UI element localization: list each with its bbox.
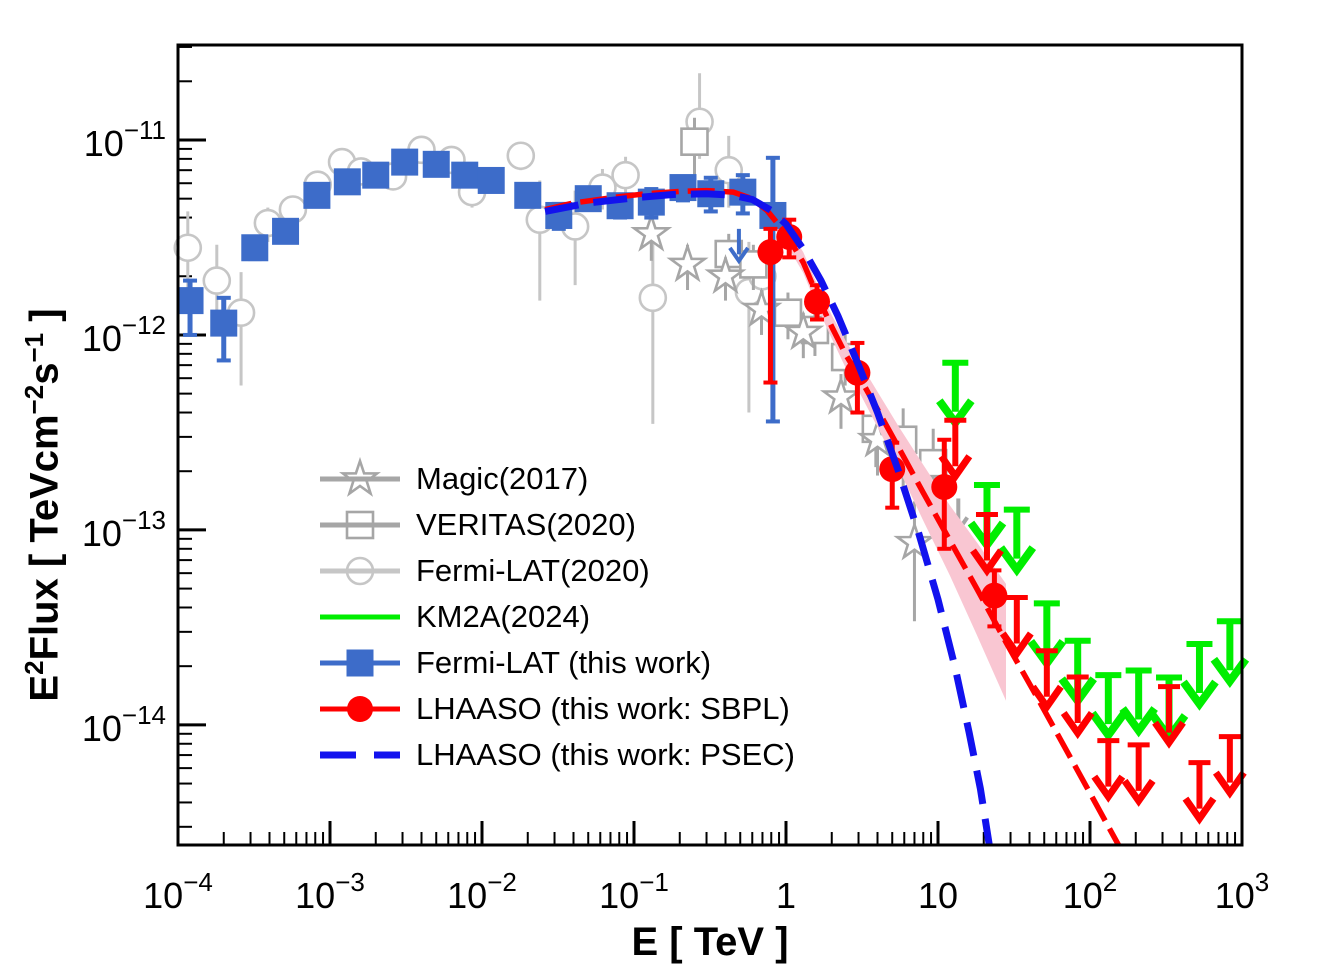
filled-square-marker [272,217,300,245]
star-marker [704,254,747,295]
filled-square-marker [176,287,204,315]
open-circle-marker [714,155,744,185]
upper-limit-arrow [728,228,750,265]
open-circle-marker [202,266,232,295]
filled-square-marker [422,150,450,178]
filled-square-marker [477,166,505,194]
filled-square-marker [362,161,390,189]
upper-limit-arrow [1180,640,1219,711]
x-tick-label: 1 [776,875,796,916]
star-marker [666,242,709,283]
x-tick-label: 10−2 [447,867,517,916]
legend-marker-filled-circle-icon [318,687,402,731]
upper-limit-arrow [936,359,975,430]
legend-marker-blue-dash-icon [318,733,402,777]
open-square-marker [680,127,709,156]
legend-label: KM2A(2024) [416,599,591,634]
open-circle-marker [611,160,640,190]
open-circle-marker [506,141,536,171]
x-tick-label: 10−1 [599,867,669,916]
legend-marker-open-square-icon [318,503,402,547]
legend-label: Magic(2017) [416,461,589,496]
legend-entry-lhaaso-psec: LHAASO (this work: PSEC) [318,732,795,778]
series-magic-2017 [630,211,936,622]
filled-square-marker [241,234,269,262]
upper-limit-arrow [970,511,1004,577]
star-marker [630,211,673,252]
filled-circle-marker [757,239,784,266]
y-tick-label: 10−13 [82,505,166,554]
open-circle-marker [173,233,203,263]
y-tick-label: 10−12 [82,310,166,359]
upper-limit-arrow [938,417,973,483]
x-tick-label: 102 [1063,867,1118,916]
filled-square-marker [210,309,238,337]
filled-square-marker [303,181,331,209]
upper-limit-arrow [1029,648,1064,713]
legend-entry-veritas-2020: VERITAS(2020) [318,502,795,548]
x-tick-label: 10 [918,875,958,916]
legend-label: LHAASO (this work: SBPL) [416,691,790,726]
legend-entry-km2a-2024: KM2A(2024) [318,594,795,640]
open-circle-marker [638,283,668,313]
y-axis-title: E2Flux [ TeVcm−2s−1 ] [19,308,67,702]
filled-square-marker [391,148,419,176]
y-tick-label: 10−14 [82,700,166,749]
uncertainty-band [767,201,1006,701]
upper-limit-arrow [1121,742,1156,807]
upper-limit-arrow [997,506,1037,577]
series-lhaaso-uls [938,417,1247,825]
x-axis-ticks [176,821,1244,845]
legend-marker-filled-square-icon [318,641,402,685]
x-tick-label: 10−4 [143,867,213,916]
upper-limit-arrow [1089,672,1128,742]
legend-entry-magic-2017: Magic(2017) [318,456,795,502]
legend-entry-fermi-this-work: Fermi-LAT (this work) [318,640,795,686]
filled-square-marker [514,181,542,209]
x-tick-label: 10−3 [295,867,365,916]
filled-square-marker [333,168,361,196]
upper-limit-arrow [1152,684,1186,749]
x-axis-title: E [ TeV ] [631,920,789,964]
legend-label: Fermi-LAT(2020) [416,553,650,588]
legend-label: LHAASO (this work: PSEC) [416,737,795,772]
x-tick-label: 103 [1215,867,1270,916]
legend-marker-green-line-icon [318,595,402,639]
legend: Magic(2017) VERITAS(2020) Fermi-LAT(2020… [318,456,795,778]
upper-limit-arrow [999,595,1034,660]
legend-label: VERITAS(2020) [416,507,636,542]
filled-circle-marker [981,582,1008,609]
legend-marker-open-circle-icon [318,549,402,593]
star-marker [782,310,825,351]
filled-circle-marker [804,288,831,315]
upper-limit-arrow [1091,738,1126,803]
plot-frame [176,43,1244,847]
legend-entry-fermi-lat-2020: Fermi-LAT(2020) [318,548,795,594]
upper-limit-arrow [1212,734,1247,799]
legend-entry-lhaaso-sbpl: LHAASO (this work: SBPL) [318,686,795,732]
upper-limit-arrow [1119,667,1158,738]
y-axis-ticks [178,45,206,828]
filled-square-marker [451,161,479,189]
legend-label: Fermi-LAT (this work) [416,645,712,680]
legend-marker-star-icon [318,456,402,501]
filled-circle-marker [931,473,958,500]
fit-curve-psec-fit [544,190,993,845]
y-tick-label: 10−11 [84,115,166,164]
star-marker [819,374,863,415]
upper-limit-arrow [1060,674,1095,740]
upper-limit-arrow [1182,760,1217,825]
star-marker [893,520,936,561]
